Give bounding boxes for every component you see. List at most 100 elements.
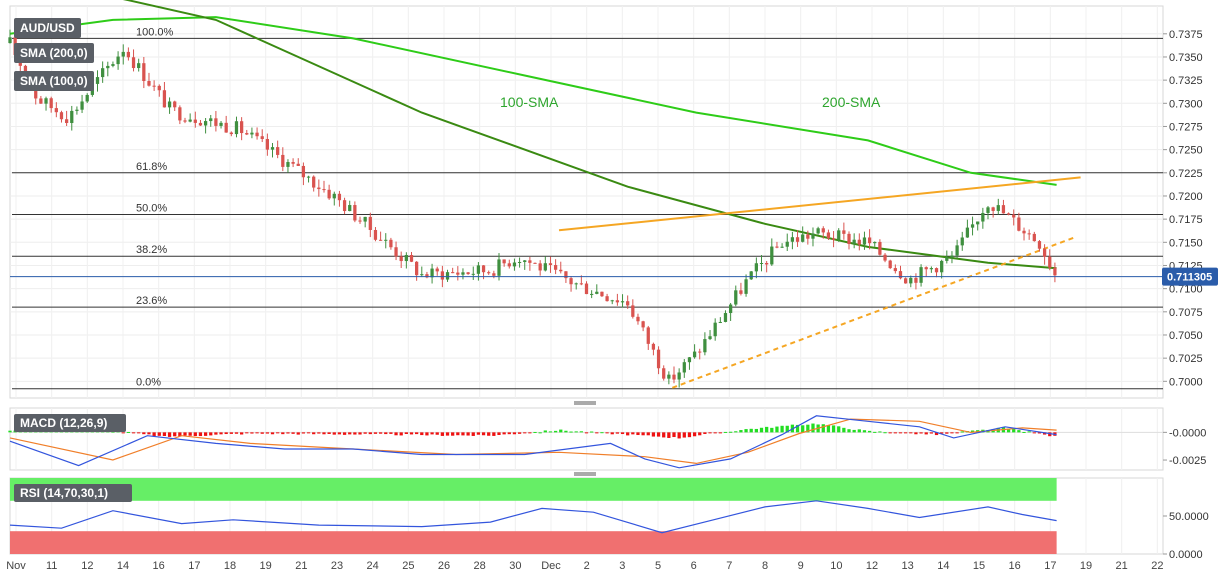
macd-histogram-bar (569, 431, 573, 433)
candle-body (626, 301, 630, 306)
pane-resize-handle[interactable] (574, 401, 596, 405)
candle-body (929, 268, 934, 270)
candle-body (996, 205, 1000, 211)
candle-body (842, 230, 846, 234)
candle-body (595, 291, 599, 294)
macd-histogram-bar (826, 425, 831, 433)
last-price-label: 0.711305 (1167, 272, 1212, 284)
macd-histogram-bar (801, 425, 805, 433)
macd-histogram-bar (507, 432, 511, 435)
fib-level-label: 38.2% (136, 244, 167, 256)
macd-histogram-bar (409, 432, 414, 435)
candle-body (1001, 205, 1006, 214)
candle-body (795, 237, 800, 242)
candle-body (188, 119, 192, 122)
time-tick-label: 30 (509, 560, 521, 572)
candle-body (770, 246, 774, 265)
rsi-pane (9, 478, 1057, 554)
candle-body (214, 118, 218, 126)
candle-body (734, 290, 738, 305)
candle-body (631, 305, 635, 317)
macd-histogram-bar (281, 432, 285, 435)
macd-histogram-bar (461, 432, 465, 436)
macd-histogram-bar (451, 432, 455, 436)
candle-body (131, 57, 136, 69)
candle-body (461, 272, 465, 275)
macd-histogram-bar (904, 432, 908, 434)
macd-histogram-bar (770, 427, 774, 433)
macd-histogram-bar (214, 432, 218, 435)
candle-body (70, 110, 74, 123)
macd-histogram-bar (837, 426, 841, 433)
candle-body (265, 138, 269, 150)
candle-body (193, 119, 197, 123)
candle-body (435, 268, 439, 272)
pane-resize-handle[interactable] (574, 472, 596, 476)
time-tick-label: 18 (224, 560, 236, 572)
candle-body (502, 259, 506, 264)
time-tick-label: 16 (153, 560, 165, 572)
macd-histogram-bar (924, 432, 928, 435)
candle-body (291, 162, 295, 164)
time-tick-label: 22 (1151, 560, 1163, 572)
rsi-line (9, 500, 1057, 534)
candle-body (229, 132, 233, 135)
macd-histogram-bar (425, 432, 429, 436)
candle-body (1022, 230, 1026, 234)
macd-histogram-bar (528, 432, 532, 434)
candle-body (234, 121, 239, 135)
candle-body (39, 98, 43, 104)
macd-histogram-bar (739, 430, 743, 433)
candle-body (85, 94, 89, 102)
macd-histogram-bar (744, 429, 748, 433)
sma100-tag[interactable]: SMA (100,0) (14, 71, 94, 91)
candle-body (415, 261, 419, 276)
macd-histogram-bar (940, 432, 944, 434)
candle-body (44, 98, 48, 104)
macd-histogram-bar (301, 432, 306, 434)
macd-histogram-bar (667, 432, 671, 438)
time-tick-label: 14 (117, 560, 129, 572)
macd-tag[interactable] (14, 414, 126, 432)
candle-body (559, 269, 563, 272)
macd-histogram-bar (492, 432, 496, 436)
candle-body (723, 313, 728, 322)
time-tick-label: 28 (474, 560, 486, 572)
candle-body (322, 189, 326, 191)
macd-histogram-bar (1042, 432, 1047, 435)
last-price-tag[interactable] (1162, 267, 1218, 286)
candle-body (116, 56, 120, 65)
candle-body (806, 234, 810, 239)
macd-histogram-bar (312, 432, 316, 435)
rsi-tag[interactable] (14, 484, 132, 502)
macd-histogram-bar (631, 432, 635, 435)
candle-body (672, 374, 676, 380)
candle-body (507, 263, 511, 267)
candle-body (203, 121, 208, 126)
time-tick-label: 8 (762, 560, 768, 572)
macd-histogram-bar (121, 432, 125, 434)
macd-histogram-bar (137, 432, 141, 434)
macd-histogram-bar (888, 432, 892, 434)
candle-body (481, 265, 486, 273)
macd-histogram-bar (512, 432, 517, 435)
macd-histogram-bar (759, 427, 764, 433)
candle-body (512, 262, 517, 267)
candle-body (173, 101, 177, 108)
instrument-tag[interactable]: AUD/USD (14, 18, 81, 38)
macd-histogram-bar (662, 432, 666, 438)
time-tick-label: 11 (46, 560, 57, 572)
macd-histogram-bar (523, 432, 527, 434)
sma200-tag[interactable]: SMA (200,0) (14, 43, 94, 63)
macd-histogram-bar (348, 432, 352, 435)
candle-body (34, 86, 38, 99)
candle-body (636, 316, 640, 322)
candle-body (970, 224, 975, 228)
macd-histogram-bar (1027, 431, 1031, 433)
candle-body (924, 267, 928, 270)
macd-histogram-bar (270, 432, 275, 435)
candle-body (852, 239, 856, 244)
time-tick-label: 21 (295, 560, 307, 572)
macd-histogram-bar (291, 432, 295, 434)
